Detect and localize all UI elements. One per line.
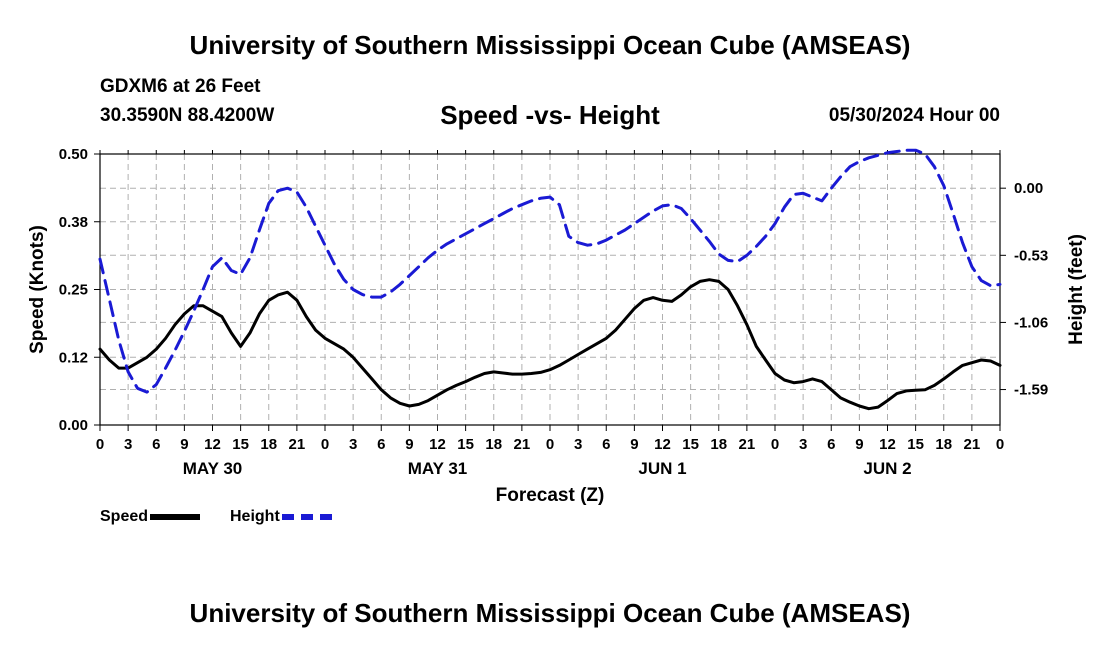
x-tick-label: 6: [827, 436, 835, 453]
x-tick-label: 21: [289, 436, 306, 453]
forecast-datetime: 05/30/2024 Hour 00: [828, 105, 1000, 126]
x-tick-label: 6: [377, 436, 385, 453]
x-tick-label: 3: [349, 436, 357, 453]
y-right-tick-label: 0.00: [1014, 180, 1043, 197]
x-tick-label: 9: [405, 436, 413, 453]
x-tick-label: 18: [260, 436, 277, 453]
x-day-label: JUN 2: [863, 459, 911, 478]
x-tick-label: 9: [180, 436, 188, 453]
x-tick-label: 21: [964, 436, 981, 453]
x-tick-label: 3: [574, 436, 582, 453]
chart-subtitle: Speed -vs- Height: [440, 100, 660, 130]
x-tick-label: 0: [996, 436, 1004, 453]
x-day-label: MAY 31: [408, 459, 468, 478]
x-tick-label: 0: [321, 436, 329, 453]
y-left-tick-label: 0.25: [59, 282, 88, 299]
x-tick-label: 15: [457, 436, 474, 453]
coordinates-label: 30.3590N 88.4200W: [100, 105, 275, 126]
y-left-tick-label: 0.50: [59, 146, 88, 163]
x-tick-label: 0: [96, 436, 104, 453]
x-tick-label: 21: [514, 436, 531, 453]
x-tick-label: 15: [232, 436, 249, 453]
x-tick-label: 3: [799, 436, 807, 453]
x-tick-label: 6: [602, 436, 610, 453]
series-height-line: [98, 148, 1002, 394]
legend-speed: Speed: [100, 508, 201, 526]
series: [98, 148, 1002, 411]
y-left-tick-label: 0.12: [59, 349, 88, 366]
y-axis-left-label: Speed (Knots): [27, 225, 48, 354]
y-left-tick-label: 0.00: [59, 417, 88, 434]
series-speed-line: [98, 278, 1002, 411]
x-tick-label: 18: [485, 436, 502, 453]
x-day-label: MAY 30: [183, 459, 243, 478]
y-right-tick-label: -0.53: [1014, 247, 1048, 264]
x-tick-label: 9: [630, 436, 638, 453]
x-tick-label: 18: [935, 436, 952, 453]
x-tick-label: 3: [124, 436, 132, 453]
x-tick-label: 9: [855, 436, 863, 453]
axes: 0 3 6 9 12 15 18 21 0 3 6 9 12 15 18 21 0 3 6 9 12 15 18 21 0 3 6 9…: [59, 146, 1048, 478]
y-right-tick-label: -1.59: [1014, 382, 1048, 399]
y-right-tick-label: -1.06: [1014, 314, 1048, 331]
footer-title: University of Southern Mississippi Ocean…: [189, 598, 911, 628]
legend-height: Height: [230, 508, 332, 526]
x-tick-label: 12: [204, 436, 221, 453]
x-tick-label: 0: [546, 436, 554, 453]
legend-speed-swatch: [150, 514, 201, 520]
legend-height-swatch: [281, 514, 332, 520]
x-tick-label: 12: [654, 436, 671, 453]
legend-speed-label: Speed: [100, 508, 149, 525]
x-tick-label: 0: [771, 436, 779, 453]
grid: [100, 154, 1000, 425]
x-tick-label: 12: [429, 436, 446, 453]
x-tick-label: 21: [739, 436, 756, 453]
station-label: GDXM6 at 26 Feet: [100, 76, 261, 97]
x-day-label: JUN 1: [638, 459, 686, 478]
y-axis-right-label: Height (feet): [1066, 234, 1087, 345]
x-axis-label: Forecast (Z): [496, 485, 605, 506]
x-tick-label: 6: [152, 436, 160, 453]
page-title: University of Southern Mississippi Ocean…: [189, 30, 911, 60]
x-tick-label: 12: [879, 436, 896, 453]
x-tick-label: 15: [682, 436, 699, 453]
legend-height-label: Height: [230, 508, 280, 525]
x-tick-label: 18: [710, 436, 727, 453]
x-tick-label: 15: [907, 436, 924, 453]
y-left-tick-label: 0.38: [59, 214, 88, 231]
